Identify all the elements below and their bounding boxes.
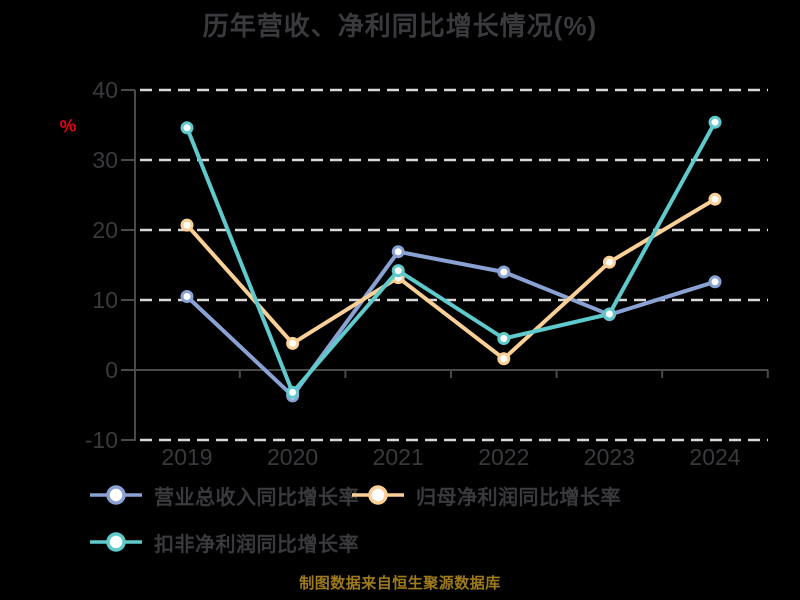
data-point-marker: [180, 218, 194, 232]
data-point-marker: [708, 192, 722, 206]
series-line-0: [185, 249, 717, 398]
data-point-marker: [286, 385, 300, 399]
chart-title: 历年营收、净利同比增长情况(%): [202, 11, 598, 41]
y-tick-label: 30: [92, 147, 118, 173]
x-tick-label: 2022: [478, 444, 530, 470]
legend-label: 扣非净利润同比增长率: [154, 533, 359, 556]
line-chart-plot: [121, 88, 769, 442]
data-point-marker: [602, 255, 616, 269]
legend-marker-icon: [352, 485, 404, 505]
data-point-marker: [286, 336, 300, 350]
legend-item: 扣非净利润同比增长率: [88, 526, 359, 558]
x-tick-label: 2019: [161, 444, 213, 470]
legend-marker-icon: [90, 532, 142, 552]
legend-item: 营业总收入同比增长率: [88, 479, 359, 511]
data-point-marker: [602, 307, 616, 321]
legend-label: 营业总收入同比增长率: [154, 486, 359, 509]
data-point-marker: [708, 275, 722, 289]
x-tick-label: 2020: [267, 444, 319, 470]
legend-marker-icon: [90, 485, 142, 505]
data-point-marker: [180, 121, 194, 135]
x-tick-label: 2021: [372, 444, 424, 470]
data-point-marker: [497, 265, 511, 279]
data-point-marker: [497, 352, 511, 366]
data-point-marker: [391, 245, 405, 259]
y-tick-label: 10: [92, 287, 118, 313]
legend-item: 归母净利润同比增长率: [350, 479, 621, 511]
y-tick-label: 0: [105, 357, 118, 383]
x-tick-label: 2023: [583, 444, 635, 470]
series-line-2: [185, 120, 717, 395]
data-point-marker: [180, 290, 194, 303]
legend-label: 归母净利润同比增长率: [416, 486, 621, 509]
y-tick-label: 40: [92, 77, 118, 103]
y-tick-label: -10: [84, 427, 118, 453]
data-point-marker: [708, 115, 722, 129]
data-point-marker: [391, 264, 405, 278]
series-line-1: [185, 197, 717, 361]
data-point-marker: [497, 332, 511, 345]
x-tick-label: 2024: [689, 444, 741, 470]
data-source-note: 制图数据来自恒生聚源数据库: [299, 575, 501, 592]
y-tick-label: 20: [92, 217, 118, 243]
